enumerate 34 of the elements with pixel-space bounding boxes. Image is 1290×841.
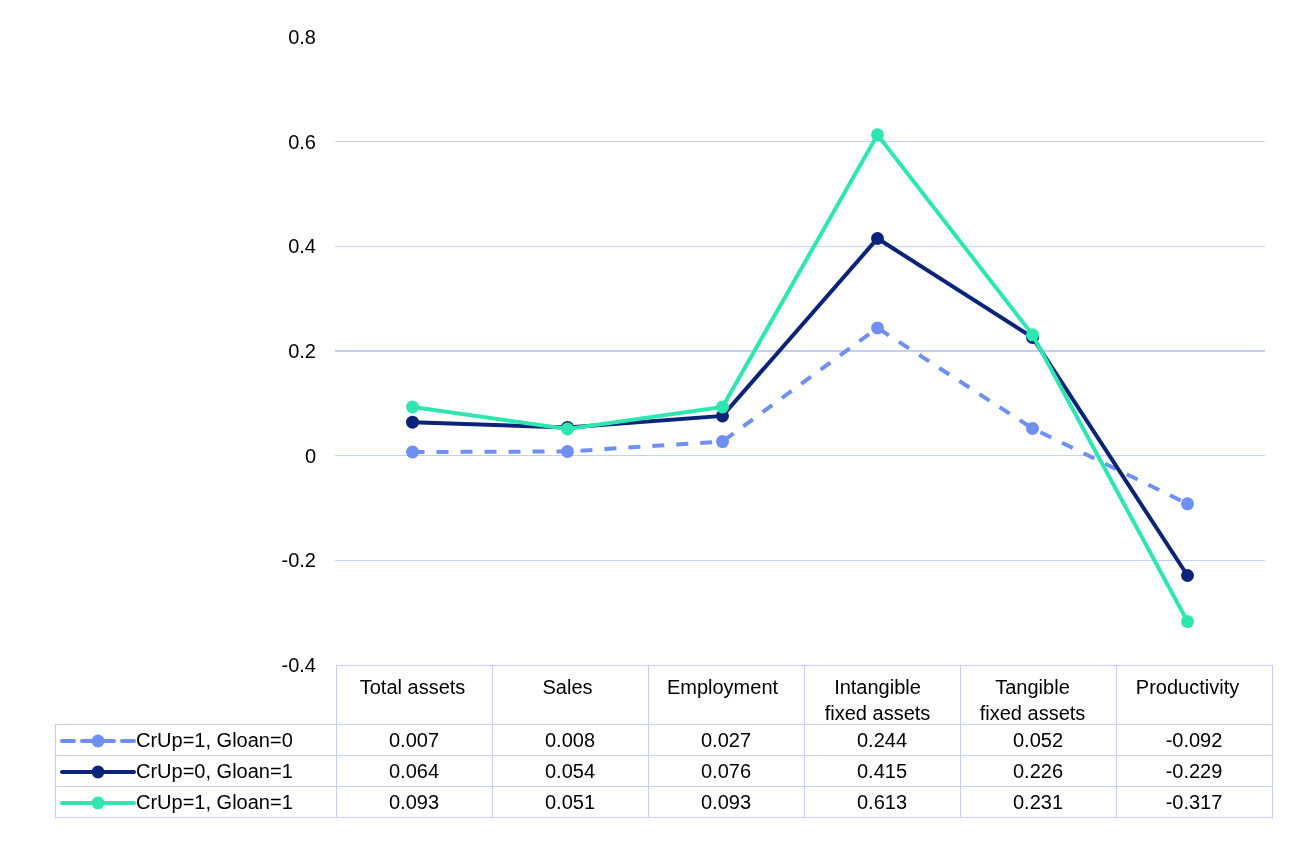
legend-label: CrUp=1, Gloan=0 [136, 728, 293, 751]
x-tick-label: Employment [666, 676, 779, 698]
data-label: 0.613 [804, 786, 960, 818]
data-label: 0.007 [336, 724, 492, 756]
data-label: 0.051 [492, 786, 648, 818]
data-label: -0.092 [1116, 724, 1272, 756]
legend-label: CrUp=1, Gloan=1 [136, 790, 293, 813]
data-label: 0.244 [804, 724, 960, 756]
data-label: 0.054 [492, 755, 648, 787]
y-tick-label: 0.4 [288, 235, 316, 258]
x-tick-label: Intangible fixed assets [824, 676, 931, 724]
data-label: 0.076 [648, 755, 804, 787]
data-label: 0.064 [336, 755, 492, 787]
x-tick-label: Tangible fixed assets [979, 676, 1086, 724]
y-tick-label: -0.2 [281, 549, 316, 572]
y-tick-label: -0.4 [281, 654, 316, 676]
y-tick-label: 0.6 [288, 130, 316, 153]
data-label: 0.093 [336, 786, 492, 818]
legend-label: CrUp=0, Gloan=1 [136, 759, 293, 782]
x-tick-label: Total assets [359, 676, 466, 698]
y-tick-label: 0.8 [288, 26, 316, 48]
x-tick-label: Sales [542, 676, 593, 698]
data-label: 0.052 [960, 724, 1116, 756]
data-label: 0.093 [648, 786, 804, 818]
data-label: 0.226 [960, 755, 1116, 787]
data-label: 0.415 [804, 755, 960, 787]
data-label: -0.229 [1116, 755, 1272, 787]
data-label: 0.008 [492, 724, 648, 756]
y-tick-label: 0 [304, 444, 316, 467]
x-tick-label: Productivity [1135, 676, 1240, 698]
y-tick-label: 0.2 [288, 340, 316, 362]
data-label: 0.231 [960, 786, 1116, 818]
data-label: -0.317 [1116, 786, 1272, 818]
data-label: 0.027 [648, 724, 804, 756]
